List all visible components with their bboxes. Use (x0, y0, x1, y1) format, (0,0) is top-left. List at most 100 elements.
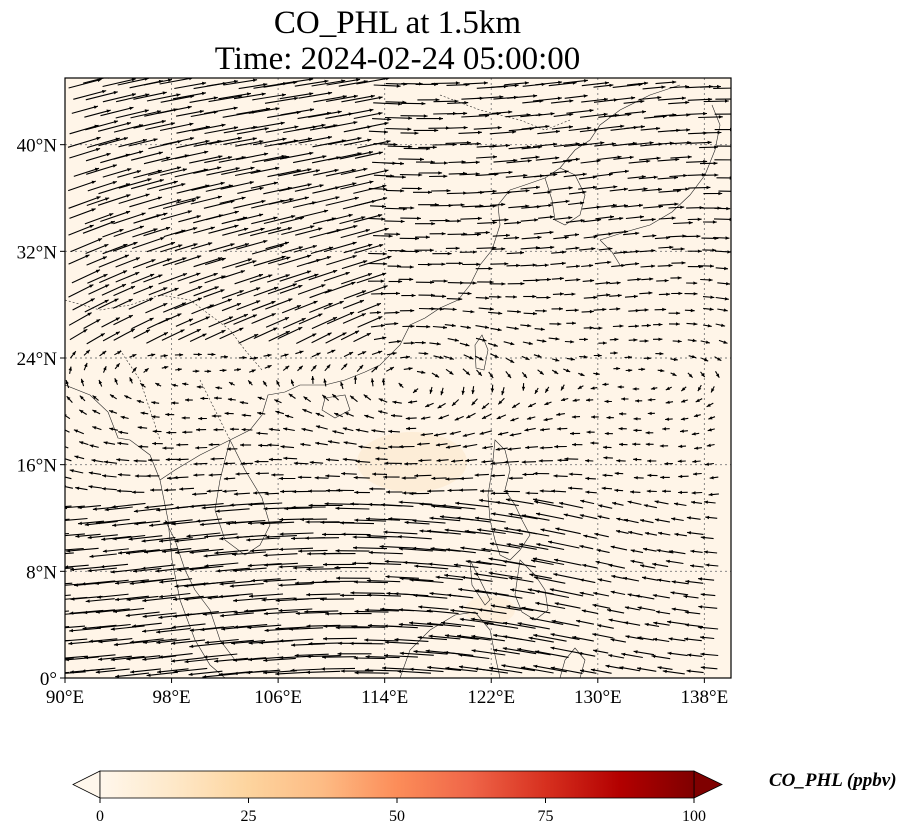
wind-arrow-shaft (102, 78, 136, 88)
wind-arrow-head (229, 382, 234, 386)
wind-arrow-head (531, 559, 536, 563)
wind-arrow-head (444, 528, 449, 532)
wind-arrow-head (447, 593, 452, 597)
wind-arrow-head (129, 377, 133, 382)
wind-arrow-head (151, 259, 156, 263)
wind-arrow-shaft (290, 668, 325, 672)
wind-arrow-head (252, 314, 257, 318)
wind-arrow-shaft (143, 548, 178, 553)
wind-arrow-head (358, 445, 363, 449)
wind-arrow-head (501, 664, 506, 668)
wind-arrow-shaft (353, 214, 383, 223)
wind-arrow-head (366, 534, 371, 538)
wind-arrow-head (524, 428, 529, 432)
wind-arrow-head (54, 613, 58, 617)
wind-arrow-head (597, 515, 602, 519)
wind-arrow-head (104, 299, 109, 304)
wind-arrow-head (540, 528, 545, 532)
wind-arrow-shaft (280, 108, 315, 116)
wind-arrow-head (576, 278, 581, 282)
wind-arrow-head (120, 415, 125, 420)
wind-arrow-head (92, 507, 97, 511)
wind-arrow-head (575, 157, 580, 162)
wind-arrow-head (263, 507, 268, 511)
wind-arrow-head (445, 548, 450, 552)
wind-arrow-head (693, 292, 698, 296)
wind-arrow-head (397, 669, 401, 674)
wind-arrow-shaft (193, 257, 223, 268)
wind-arrow-head (617, 385, 622, 389)
wind-arrow-shaft (638, 96, 662, 101)
wind-arrow-head (353, 546, 357, 550)
wind-arrow-head (395, 310, 400, 315)
wind-arrow-shaft (229, 502, 264, 506)
wind-arrow-head (53, 640, 57, 643)
wind-arrow-head (590, 279, 595, 283)
wind-arrow-head (675, 157, 680, 162)
wind-arrow-head (408, 145, 413, 149)
wind-arrow-head (162, 91, 167, 95)
wind-arrow-head (527, 416, 532, 420)
wind-arrow-head (683, 173, 688, 178)
wind-arrow-head (514, 83, 519, 88)
wind-arrow-head (535, 650, 540, 654)
wind-arrow-head (414, 474, 419, 478)
wind-arrow-shaft (532, 143, 558, 148)
wind-arrow-head (158, 151, 163, 155)
wind-arrow-head (315, 169, 320, 173)
wind-arrow-head (70, 597, 75, 601)
wind-arrow-shaft (214, 549, 249, 554)
wind-arrow-shaft (236, 127, 269, 135)
wind-arrow-shaft (550, 633, 580, 641)
wind-arrow-head (263, 83, 268, 87)
wind-arrow-head (340, 669, 345, 673)
wind-arrow-shaft (309, 124, 338, 131)
wind-arrow-head (104, 460, 108, 464)
wind-arrow-head (610, 215, 614, 219)
wind-arrow-head (142, 629, 147, 633)
wind-arrow-head (521, 460, 526, 464)
wind-arrow-shaft (99, 270, 128, 284)
wind-arrow-shaft (158, 272, 188, 285)
wind-arrow-head (123, 137, 128, 141)
wind-arrow-head (246, 538, 251, 542)
wind-arrow-head (324, 79, 329, 84)
wind-arrow-head (294, 96, 299, 101)
wind-arrow-shaft (308, 269, 338, 281)
wind-arrow-head (714, 145, 718, 149)
wind-arrow-head (512, 404, 517, 408)
wind-arrow-head (130, 286, 135, 290)
wind-arrow-shaft (65, 505, 72, 508)
wind-arrow-shaft (278, 608, 313, 612)
wind-arrow-shaft (533, 634, 567, 642)
wind-arrow-head (384, 640, 389, 644)
wind-arrow-head (723, 340, 728, 344)
wind-arrow-shaft (553, 558, 582, 566)
wind-arrow-head (514, 326, 519, 330)
wind-arrow-head (115, 363, 120, 368)
wind-arrow-head (471, 649, 476, 653)
wind-arrow-head (81, 669, 86, 673)
wind-arrow-shaft (268, 330, 291, 342)
wind-arrow-head (613, 351, 618, 355)
wind-arrow-head (178, 244, 183, 248)
wind-arrow-shaft (432, 143, 457, 146)
wind-vector-layer (53, 78, 731, 678)
lon-tick-label: 130°E (574, 687, 622, 708)
wind-arrow-head (521, 514, 526, 518)
wind-arrow-head (429, 591, 434, 596)
wind-arrow-head (163, 354, 168, 358)
wind-arrow-head (527, 159, 532, 163)
wind-arrow-head (616, 459, 621, 463)
wind-arrow-shaft (501, 664, 536, 672)
wind-arrow-head (464, 101, 469, 105)
wind-arrow-head (122, 270, 128, 274)
wind-arrow-shaft (174, 168, 208, 178)
wind-arrow-shaft (294, 209, 329, 219)
wind-arrow-head (195, 369, 200, 373)
wind-arrow-head (170, 242, 175, 246)
wind-arrow-head (554, 558, 559, 562)
wind-arrow-head (342, 332, 347, 336)
wind-arrow-head (528, 403, 533, 407)
wind-arrow-head (213, 428, 218, 432)
